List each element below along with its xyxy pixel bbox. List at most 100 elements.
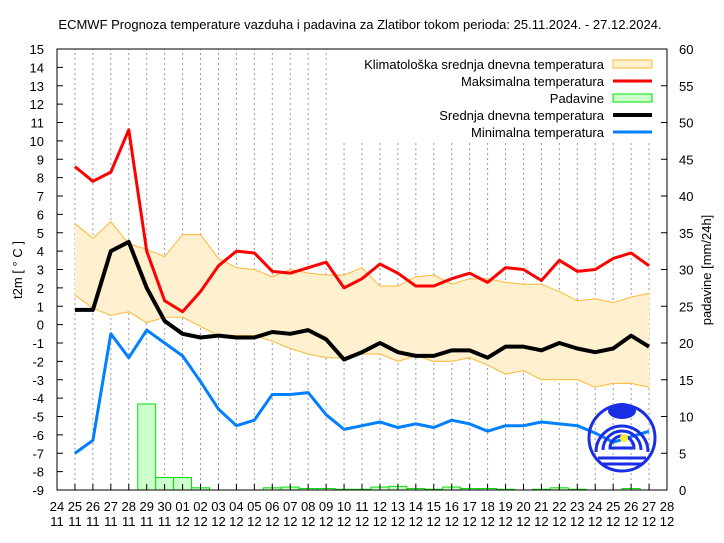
y-tick-label: -4 bbox=[32, 391, 44, 406]
y-tick-label: 10 bbox=[30, 134, 44, 149]
x-tick-day: 26 bbox=[86, 499, 100, 514]
y2-tick-label: 40 bbox=[679, 189, 693, 204]
x-tick-month: 12 bbox=[624, 514, 638, 529]
y-tick-label: -3 bbox=[32, 373, 44, 388]
y2-tick-label: 15 bbox=[679, 373, 693, 388]
x-tick-month: 12 bbox=[588, 514, 602, 529]
x-tick-day: 25 bbox=[68, 499, 82, 514]
x-tick-day: 26 bbox=[624, 499, 638, 514]
y2-tick-label: 50 bbox=[679, 116, 693, 131]
y2-tick-label: 25 bbox=[679, 299, 693, 314]
x-tick-day: 27 bbox=[104, 499, 118, 514]
x-tick-day: 01 bbox=[175, 499, 189, 514]
y-tick-label: -5 bbox=[32, 410, 44, 425]
x-tick-month: 12 bbox=[642, 514, 656, 529]
x-tick-month: 12 bbox=[480, 514, 494, 529]
x-tick-day: 19 bbox=[498, 499, 512, 514]
y-tick-label: -1 bbox=[32, 336, 44, 351]
x-tick-month: 12 bbox=[409, 514, 423, 529]
x-tick-day: 23 bbox=[570, 499, 584, 514]
y-tick-label: 5 bbox=[37, 226, 44, 241]
x-tick-month: 11 bbox=[50, 514, 64, 529]
y2-tick-label: 35 bbox=[679, 226, 693, 241]
y2-tick-label: 60 bbox=[679, 42, 693, 57]
legend-label: Srednja dnevna temperatura bbox=[439, 108, 605, 123]
x-tick-month: 12 bbox=[337, 514, 351, 529]
x-tick-day: 21 bbox=[534, 499, 548, 514]
y-axis-label: t2m [ ° C ] bbox=[10, 241, 25, 299]
x-tick-month: 12 bbox=[265, 514, 279, 529]
x-tick-day: 25 bbox=[606, 499, 620, 514]
y-tick-label: 4 bbox=[37, 244, 44, 259]
x-tick-day: 15 bbox=[427, 499, 441, 514]
x-tick-day: 28 bbox=[122, 499, 136, 514]
legend-label: Padavine bbox=[550, 91, 604, 106]
y-tick-label: 15 bbox=[30, 42, 44, 57]
x-tick-day: 24 bbox=[50, 499, 64, 514]
y-tick-label: 6 bbox=[37, 207, 44, 222]
x-tick-month: 12 bbox=[211, 514, 225, 529]
y-tick-label: 13 bbox=[30, 79, 44, 94]
y-tick-label: -9 bbox=[32, 483, 44, 498]
x-tick-month: 11 bbox=[104, 514, 118, 529]
legend-label: Maksimalna temperatura bbox=[461, 74, 605, 89]
x-tick-month: 12 bbox=[444, 514, 458, 529]
y-tick-label: 3 bbox=[37, 263, 44, 278]
y-tick-label: -8 bbox=[32, 465, 44, 480]
y2-tick-label: 45 bbox=[679, 152, 693, 167]
x-tick-month: 12 bbox=[355, 514, 369, 529]
y-tick-label: -2 bbox=[32, 354, 44, 369]
x-tick-month: 12 bbox=[552, 514, 566, 529]
x-tick-month: 12 bbox=[462, 514, 476, 529]
x-tick-day: 06 bbox=[265, 499, 279, 514]
y-tick-label: 1 bbox=[37, 299, 44, 314]
x-tick-day: 13 bbox=[391, 499, 405, 514]
y-tick-label: -6 bbox=[32, 428, 44, 443]
x-tick-month: 12 bbox=[606, 514, 620, 529]
y2-tick-label: 5 bbox=[679, 446, 686, 461]
x-tick-month: 12 bbox=[247, 514, 261, 529]
x-tick-day: 22 bbox=[552, 499, 566, 514]
x-tick-day: 27 bbox=[642, 499, 656, 514]
climatology-band bbox=[74, 221, 650, 388]
y-tick-label: 2 bbox=[37, 281, 44, 296]
x-tick-day: 05 bbox=[247, 499, 261, 514]
y-tick-label: 9 bbox=[37, 152, 44, 167]
x-tick-day: 28 bbox=[660, 499, 674, 514]
x-tick-day: 18 bbox=[480, 499, 494, 514]
x-tick-day: 30 bbox=[157, 499, 171, 514]
y-tick-label: -7 bbox=[32, 446, 44, 461]
x-tick-month: 11 bbox=[140, 514, 154, 529]
y2-tick-label: 20 bbox=[679, 336, 693, 351]
y2-tick-label: 10 bbox=[679, 410, 693, 425]
x-tick-month: 12 bbox=[175, 514, 189, 529]
y-tick-label: 7 bbox=[37, 189, 44, 204]
axes: -9-8-7-6-5-4-3-2-10123456789101112131415… bbox=[30, 42, 694, 529]
x-tick-month: 12 bbox=[193, 514, 207, 529]
x-tick-month: 12 bbox=[319, 514, 333, 529]
x-tick-day: 12 bbox=[373, 499, 387, 514]
x-tick-month: 12 bbox=[373, 514, 387, 529]
x-tick-day: 09 bbox=[319, 499, 333, 514]
x-tick-day: 24 bbox=[588, 499, 602, 514]
x-tick-day: 14 bbox=[409, 499, 423, 514]
x-tick-day: 20 bbox=[516, 499, 530, 514]
x-tick-month: 11 bbox=[68, 514, 82, 529]
x-tick-day: 29 bbox=[139, 499, 153, 514]
y-tick-label: 14 bbox=[30, 60, 44, 75]
y-tick-label: 0 bbox=[37, 318, 44, 333]
x-tick-day: 03 bbox=[211, 499, 225, 514]
x-tick-day: 08 bbox=[301, 499, 315, 514]
y2-tick-label: 30 bbox=[679, 263, 693, 278]
y-tick-label: 12 bbox=[30, 97, 44, 112]
x-tick-day: 17 bbox=[462, 499, 476, 514]
x-tick-day: 16 bbox=[444, 499, 458, 514]
x-tick-month: 11 bbox=[86, 514, 100, 529]
x-tick-day: 04 bbox=[229, 499, 243, 514]
y2-tick-label: 0 bbox=[679, 483, 686, 498]
y-tick-label: 8 bbox=[37, 171, 44, 186]
x-tick-month: 12 bbox=[570, 514, 584, 529]
legend: Klimatološka srednja dnevna temperatura M… bbox=[364, 57, 653, 140]
precipitation-bar bbox=[137, 403, 157, 491]
